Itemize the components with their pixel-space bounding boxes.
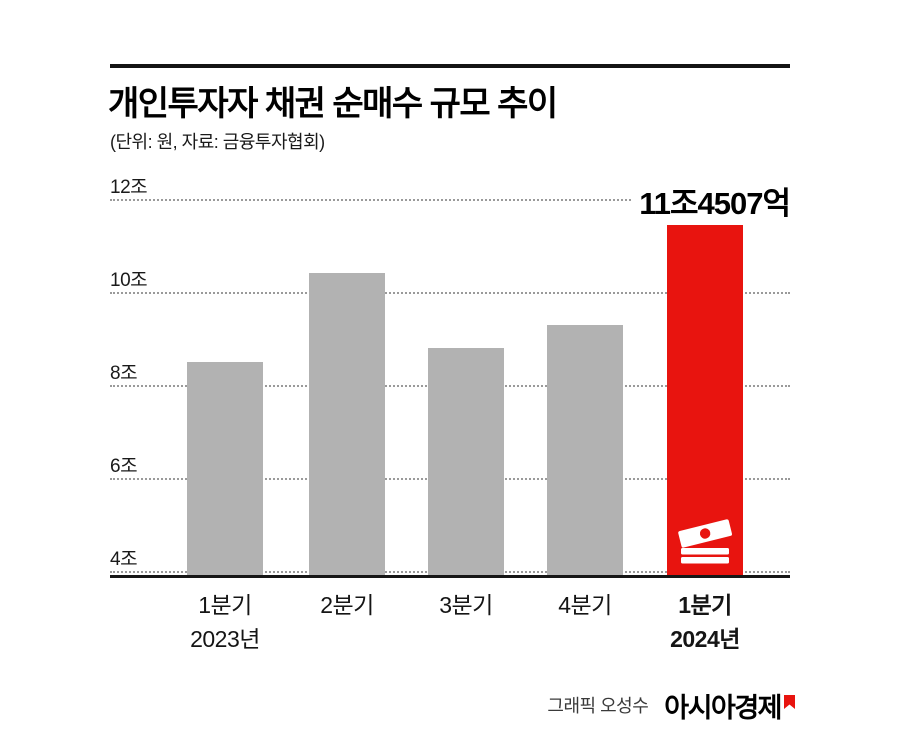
x-axis-label: 1분기 [678, 592, 732, 618]
bar-highlight [667, 224, 743, 578]
footer-credit: 그래픽 오성수 아시아경제 [547, 692, 795, 722]
bar [428, 347, 504, 578]
x-axis-label: 2분기 [320, 592, 374, 618]
graphic-credit: 그래픽 오성수 [547, 696, 649, 716]
x-axis-label: 4분기 [558, 592, 612, 618]
x-axis-year-label: 2023년 [190, 626, 260, 652]
y-axis-label: 10조 [110, 269, 158, 292]
brand-mark-icon [784, 695, 795, 709]
bar [309, 273, 385, 578]
brand-logo: 아시아경제 [664, 695, 795, 722]
top-rule [110, 64, 790, 68]
money-stack-icon [678, 519, 732, 564]
gridline [110, 199, 790, 201]
chart-title: 개인투자자 채권 순매수 규모 추이 [108, 85, 558, 123]
bar [547, 324, 623, 578]
bar [187, 361, 263, 578]
unit-source-note: (단위: 원, 자료: 금융투자협회) [110, 132, 325, 152]
brand-logo-text: 아시아경제 [664, 693, 782, 723]
value-annotation: 11조4507억 [631, 177, 791, 223]
gridline [110, 292, 790, 294]
y-axis-label: 8조 [110, 362, 148, 385]
x-axis-line [110, 575, 790, 578]
y-axis-label: 4조 [110, 548, 148, 571]
y-axis-label: 6조 [110, 455, 148, 478]
y-axis-label: 12조 [110, 176, 158, 199]
x-axis-label: 3분기 [439, 592, 493, 618]
x-axis-year-label: 2024년 [670, 626, 740, 652]
x-axis-label: 1분기 [198, 592, 252, 618]
